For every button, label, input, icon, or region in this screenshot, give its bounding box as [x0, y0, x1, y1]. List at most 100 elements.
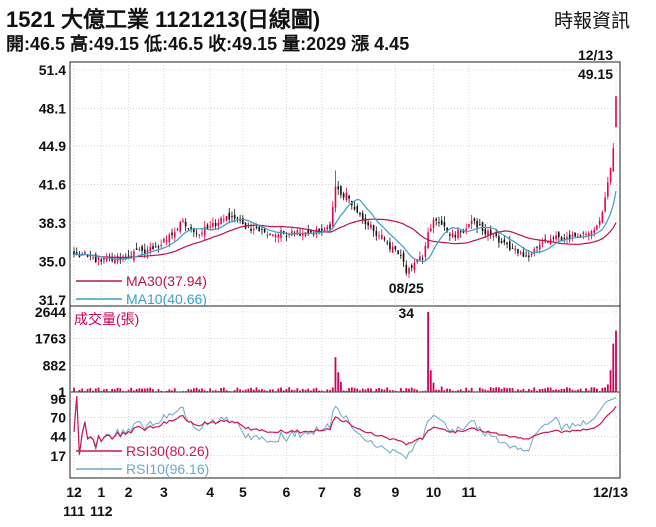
- volume-bar: [576, 389, 579, 392]
- candle-body: [405, 264, 408, 274]
- candle-body: [609, 168, 612, 182]
- candle-body: [525, 255, 527, 257]
- candle-body: [517, 249, 519, 254]
- candle-body: [203, 226, 206, 236]
- candle-body: [402, 252, 405, 262]
- volume-bar: [435, 389, 438, 392]
- candle-body: [250, 228, 252, 231]
- candle-body: [195, 232, 198, 234]
- volume-bar: [560, 388, 563, 392]
- volume-bar: [590, 387, 593, 392]
- volume-bar: [149, 387, 152, 392]
- volume-bar: [176, 391, 179, 392]
- volume-bar: [81, 388, 84, 392]
- volume-bar: [361, 388, 364, 392]
- candle-body: [511, 247, 514, 249]
- candle-body: [440, 220, 443, 225]
- volume-bar: [574, 390, 577, 392]
- candle-body: [105, 257, 108, 261]
- volume-bar: [568, 387, 571, 392]
- price-tick-label: 38.3: [39, 215, 66, 231]
- volume-bar: [394, 390, 397, 392]
- volume-bar: [241, 390, 244, 392]
- candle-body: [457, 229, 459, 238]
- volume-bar: [288, 387, 291, 392]
- volume-bar: [179, 391, 182, 392]
- candle-body: [146, 249, 149, 254]
- volume-bar: [410, 387, 413, 392]
- volume-tick-label: 1: [58, 384, 66, 400]
- volume-bar: [372, 391, 375, 392]
- candle-body: [310, 230, 312, 233]
- candle-body: [383, 238, 386, 240]
- candle-body: [375, 231, 378, 236]
- candle-body: [141, 246, 143, 251]
- month-tick-label: 12/13: [593, 484, 628, 500]
- volume-bar: [203, 390, 206, 392]
- volume-bar: [544, 388, 547, 392]
- candle-body: [424, 245, 427, 257]
- candle-body: [577, 235, 579, 237]
- candle-body: [176, 228, 179, 231]
- candle-body: [198, 234, 201, 236]
- volume-bar: [353, 387, 356, 392]
- volume-bar: [511, 388, 514, 392]
- candle-body: [348, 195, 350, 199]
- candle-body: [187, 228, 190, 230]
- candle-body: [601, 212, 604, 222]
- candle-body: [318, 228, 320, 232]
- year-tick-label: 111: [63, 503, 85, 519]
- volume-bar: [187, 388, 190, 392]
- volume-bar: [593, 387, 596, 392]
- price-tick-label: 35.0: [39, 253, 66, 269]
- volume-bar: [83, 391, 86, 392]
- volume-bar: [100, 390, 103, 392]
- candle-body: [228, 212, 231, 220]
- volume-bar: [239, 389, 242, 392]
- volume-bar: [454, 391, 457, 392]
- candle-body: [301, 233, 304, 236]
- volume-bar: [421, 390, 424, 392]
- volume-bar: [182, 391, 184, 392]
- candle-body: [492, 235, 495, 237]
- candle-body: [312, 233, 315, 235]
- candle-body: [261, 228, 263, 230]
- volume-bar: [285, 389, 288, 392]
- volume-bar: [375, 388, 378, 392]
- volume-bar: [282, 390, 285, 392]
- volume-bar: [549, 387, 552, 392]
- candle-body: [236, 217, 239, 219]
- volume-bar: [408, 388, 410, 392]
- candle-body: [473, 218, 476, 221]
- volume-bar: [432, 382, 435, 392]
- volume-bar: [206, 391, 209, 392]
- volume-bar: [348, 388, 350, 392]
- panel-frames: [69, 61, 621, 479]
- month-tick-label: 7: [318, 484, 326, 500]
- candle-body: [299, 233, 301, 236]
- volume-bar: [340, 382, 342, 392]
- volume-bar: [214, 390, 217, 392]
- candle-body: [372, 224, 375, 232]
- volume-bar: [310, 390, 312, 392]
- candle-body: [536, 246, 538, 248]
- volume-bar: [440, 386, 443, 392]
- volume-label: 成交量(張): [74, 311, 139, 327]
- rsi30-line: [73, 395, 617, 455]
- volume-bar: [271, 389, 274, 392]
- volume-bar: [429, 370, 432, 392]
- low-value-label: 34: [398, 305, 414, 321]
- candle-body: [449, 234, 451, 236]
- volume-bar: [386, 387, 389, 392]
- candle-body: [359, 212, 361, 215]
- volume-bar: [579, 388, 582, 392]
- rsi-tick-label: 70: [50, 410, 66, 426]
- volume-bar: [547, 387, 549, 392]
- volume-bar: [122, 390, 124, 392]
- candle-body: [163, 238, 165, 243]
- chart-title: 1521 大億工業 1121213(日線圖): [6, 7, 321, 32]
- candle-body: [585, 234, 587, 236]
- volume-bar: [190, 389, 193, 392]
- candle-body: [541, 242, 544, 245]
- volume-bar: [247, 388, 250, 392]
